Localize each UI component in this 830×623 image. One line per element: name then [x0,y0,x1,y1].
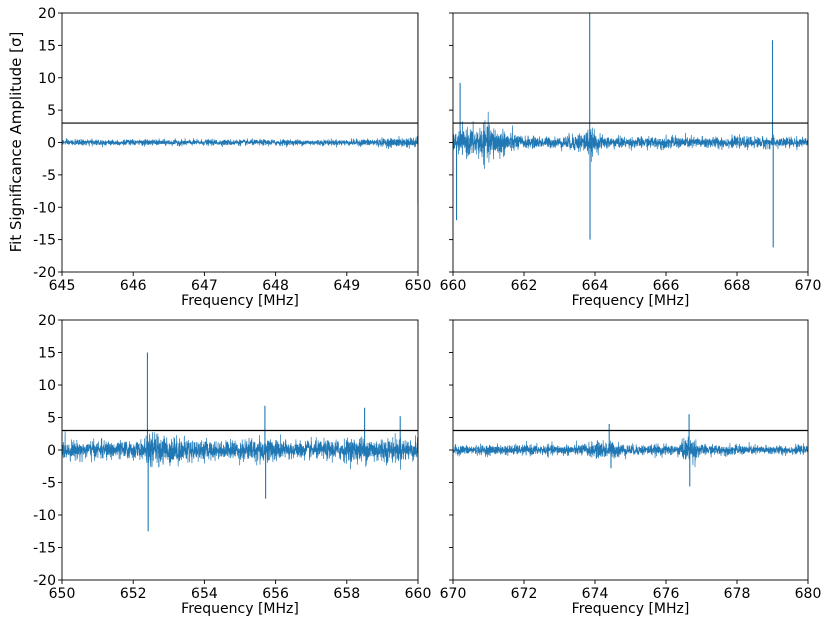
x-tick-label: 652 [120,586,147,602]
x-tick-label: 676 [653,586,680,602]
y-tick-label: -5 [42,476,56,492]
y-tick-label: -10 [33,508,56,524]
y-tick-label: 10 [38,71,56,87]
series-line [453,436,808,468]
x-tick-label: 660 [440,278,467,294]
y-tick-label: -10 [33,200,56,216]
x-tick-label: 680 [795,586,822,602]
x-tick-label: 650 [49,586,76,602]
y-tick-label: 20 [38,313,56,329]
x-tick-label: 650 [405,278,432,294]
x-tick-label: 668 [724,278,751,294]
y-tick-label: -15 [33,233,56,249]
plot-area [453,414,808,487]
y-tick-label: -5 [42,168,56,184]
x-tick-label: 649 [333,278,360,294]
y-tick-label: 15 [38,346,56,362]
chart-panel-bottom-right: 670 672 674 676 678 680 Frequency [MHz] [440,319,822,617]
y-tick-label: 5 [47,411,56,427]
y-tick-label: 15 [38,38,56,54]
y-tick-label: 0 [47,136,56,152]
plot-area [62,13,418,205]
x-tick-label: 647 [191,278,218,294]
x-tick-label: 666 [653,278,680,294]
y-tick-label: -15 [33,541,56,557]
plot-area [62,352,418,532]
x-axis-label: Frequency [MHz] [181,293,299,309]
y-tick-label: 10 [38,378,56,394]
x-tick-label: 674 [582,586,609,602]
x-tick-label: 646 [120,278,147,294]
x-tick-label: 648 [262,278,289,294]
chart-panel-top-right: 660 662 664 666 668 670 Frequency [MHz] [440,12,822,309]
x-tick-label: 670 [795,278,822,294]
series-line [62,431,418,470]
x-tick-label: 672 [511,586,538,602]
y-tick-label: -20 [33,265,56,281]
x-tick-label: 656 [262,586,289,602]
x-tick-label: 654 [191,586,218,602]
y-tick-label: 5 [47,103,56,119]
y-tick-label: 0 [47,443,56,459]
series-line [453,111,808,169]
x-axis-label: Frequency [MHz] [572,601,690,617]
y-tick-label: 20 [38,6,56,22]
x-tick-label: 658 [333,586,360,602]
x-tick-label: 678 [724,586,751,602]
x-tick-label: 660 [405,586,432,602]
x-axis-label: Frequency [MHz] [181,601,299,617]
x-tick-label: 662 [511,278,538,294]
x-tick-label: 664 [582,278,609,294]
chart-panel-top-left: 645 646 647 648 649 650 -20 -15 -10 -5 0 5 10 15 20 Fre… [33,6,431,309]
x-axis-label: Frequency [MHz] [572,293,690,309]
series-line [62,136,418,149]
x-tick-label: 645 [49,278,76,294]
chart-panel-bottom-left: 650 652 654 656 658 660 -20 -15 -10 -5 0 5 10 15 20 Fre… [33,313,431,617]
x-tick-label: 670 [440,586,467,602]
y-tick-label: -20 [33,573,56,589]
figure-ylabel: Fit Significance Amplitude [σ] [7,32,25,253]
plot-area [453,13,808,248]
